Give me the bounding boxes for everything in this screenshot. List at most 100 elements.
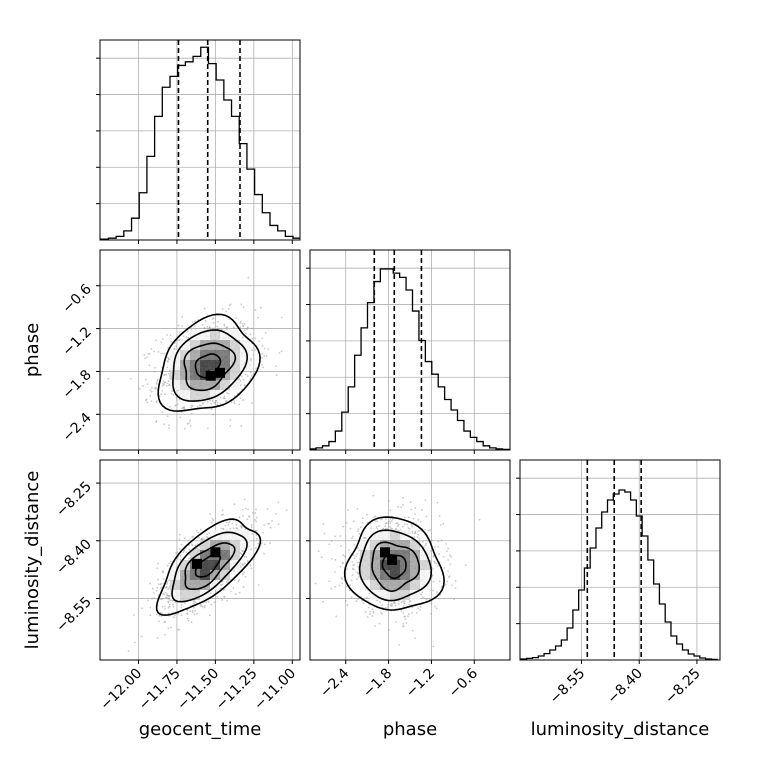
pair-geocent_time-phase-cell-200-370 <box>200 370 210 380</box>
pair-geocent_time-phase-point-669 <box>239 320 242 323</box>
pair-geocent_time-phase-point-437 <box>183 427 186 430</box>
hist-luminosity_distance-xtick-label-0: −8.55 <box>547 666 589 708</box>
pair-phase-luminosity_distance-point-117 <box>378 622 381 625</box>
pair-phase-luminosity_distance-point-677 <box>411 606 414 609</box>
pair-geocent_time-phase-point-979 <box>129 377 132 380</box>
pair-phase-luminosity_distance-mode-0 <box>380 547 390 558</box>
pair-phase-luminosity_distance-point-436 <box>367 606 370 609</box>
pair-geocent_time-luminosity_distance-point-167 <box>127 650 130 652</box>
pair-phase-luminosity_distance-cell-380-560 <box>380 560 390 570</box>
pair-geocent_time-luminosity_distance-cell-230-530 <box>230 530 240 540</box>
pair-geocent_time-luminosity_distance-point-665 <box>249 564 252 567</box>
pair-phase-luminosity_distance-point-1094 <box>434 605 436 608</box>
pair-geocent_time-phase-point-284 <box>154 366 156 369</box>
pair-geocent_time-luminosity_distance-point-343 <box>240 524 243 527</box>
pair-geocent_time-luminosity_distance-point-697 <box>174 614 177 617</box>
pair-phase-luminosity_distance-point-392 <box>379 601 381 603</box>
pair-phase-luminosity_distance-point-257 <box>342 554 345 556</box>
pair-geocent_time-luminosity_distance-point-487 <box>243 571 246 574</box>
pair-geocent_time-luminosity_distance-point-154 <box>161 605 164 608</box>
pair-geocent_time-phase-point-855 <box>167 346 169 349</box>
pair-geocent_time-luminosity_distance-point-975 <box>190 621 193 623</box>
pair-phase-luminosity_distance-point-1070 <box>416 536 419 538</box>
pair-phase-luminosity_distance-cell-410-560 <box>410 560 420 570</box>
pair-geocent_time-phase-point-270 <box>245 332 248 335</box>
pair-geocent_time-phase-point-178 <box>191 405 194 408</box>
pair-geocent_time-phase-point-936 <box>210 402 213 405</box>
pair-geocent_time-phase-point-163 <box>232 326 235 329</box>
pair-geocent_time-phase-point-589 <box>244 373 247 376</box>
pair-geocent_time-luminosity_distance-point-339 <box>172 616 175 619</box>
pair-phase-luminosity_distance-point-223 <box>419 605 422 608</box>
pair-geocent_time-phase-point-689 <box>240 425 243 428</box>
pair-phase-luminosity_distance-cell-420-580 <box>420 580 430 590</box>
pair-phase-luminosity_distance-point-1086 <box>339 535 342 537</box>
pair-geocent_time-luminosity_distance-point-829 <box>251 512 254 514</box>
pair-phase-luminosity_distance-point-740 <box>424 528 427 531</box>
pair-geocent_time-phase-cell-230-360 <box>230 360 240 370</box>
pair-phase-luminosity_distance-point-25 <box>353 557 356 560</box>
pair-geocent_time-luminosity_distance-cell-190-580 <box>190 580 200 590</box>
pair-geocent_time-phase-point-370 <box>239 326 242 329</box>
pair-geocent_time-luminosity_distance-point-688 <box>209 513 211 515</box>
pair-phase-luminosity_distance-point-1097 <box>417 533 420 536</box>
pair-geocent_time-phase-point-953 <box>163 373 166 376</box>
pair-geocent_time-luminosity_distance-point-848 <box>168 605 171 608</box>
pair-geocent_time-luminosity_distance-point-111 <box>203 606 206 609</box>
pair-phase-luminosity_distance-point-385 <box>405 622 408 624</box>
pair-phase-luminosity_distance-point-1079 <box>361 521 364 524</box>
pair-geocent_time-phase-point-1016 <box>241 375 243 378</box>
pair-phase-luminosity_distance-point-1033 <box>419 520 422 523</box>
pair-geocent_time-luminosity_distance-point-470 <box>185 551 188 554</box>
pair-geocent_time-luminosity_distance-point-1097 <box>166 580 169 583</box>
pair-phase-luminosity_distance-point-674 <box>357 530 359 533</box>
pair-geocent_time-phase-cell-210-380 <box>210 380 220 390</box>
pair-geocent_time-phase-point-787 <box>262 366 264 369</box>
pair-geocent_time-luminosity_distance-cell-230-550 <box>230 550 240 560</box>
pair-geocent_time-phase-point-1096 <box>168 358 170 360</box>
pair-geocent_time-luminosity_distance-point-203 <box>163 633 166 636</box>
pair-geocent_time-phase-cell-240-350 <box>240 350 250 360</box>
pair-geocent_time-phase-point-532 <box>162 338 164 340</box>
pair-geocent_time-luminosity_distance-point-958 <box>254 547 257 549</box>
pair-phase-luminosity_distance-contour-2 <box>358 529 433 602</box>
pair-phase-luminosity_distance-point-924 <box>378 525 380 527</box>
pair-phase-luminosity_distance-cell-380-530 <box>380 530 390 540</box>
pair-geocent_time-luminosity_distance-point-1079 <box>165 586 168 588</box>
pair-geocent_time-phase-point-189 <box>146 356 148 359</box>
pair-geocent_time-luminosity_distance-point-524 <box>160 598 163 600</box>
pair-geocent_time-luminosity_distance-point-612 <box>133 614 135 616</box>
pair-phase-luminosity_distance-cell-360-550 <box>360 550 370 560</box>
pair-phase-luminosity_distance-point-761 <box>411 532 414 535</box>
pair-geocent_time-phase-point-1056 <box>191 321 194 323</box>
pair-geocent_time-phase-point-347 <box>254 308 257 311</box>
pair-phase-luminosity_distance-cell-400-560 <box>400 560 410 570</box>
pair-phase-luminosity_distance-point-254 <box>388 525 391 528</box>
pair-geocent_time-luminosity_distance-point-251 <box>263 552 265 555</box>
pair-geocent_time-luminosity_distance-point-519 <box>247 508 250 511</box>
pair-phase-luminosity_distance-point-880 <box>334 535 337 538</box>
pair-geocent_time-phase-point-771 <box>181 316 184 318</box>
pair-phase-luminosity_distance-point-953 <box>409 599 412 602</box>
pair-geocent_time-phase-point-1036 <box>233 395 236 398</box>
pair-geocent_time-phase-point-599 <box>280 350 283 353</box>
pair-phase-luminosity_distance-point-651 <box>430 602 433 605</box>
hist-luminosity_distance-xtick-label-1: −8.40 <box>604 666 646 708</box>
pair-geocent_time-luminosity_distance-point-1042 <box>140 635 143 638</box>
pair-geocent_time-luminosity_distance-point-426 <box>243 562 246 565</box>
pair-geocent_time-luminosity_distance-point-929 <box>266 508 269 510</box>
pair-geocent_time-phase-point-643 <box>148 364 151 367</box>
pair-geocent_time-phase-point-412 <box>235 317 238 319</box>
pair-phase-luminosity_distance-point-92 <box>424 499 427 502</box>
pair-geocent_time-luminosity_distance-point-796 <box>177 628 180 631</box>
pair-phase-luminosity_distance-point-1029 <box>422 540 424 543</box>
pair-geocent_time-luminosity_distance-point-219 <box>254 512 257 514</box>
pair-geocent_time-phase-ytick-label-2: −1.2 <box>59 324 94 359</box>
pair-geocent_time-luminosity_distance-point-1099 <box>222 528 225 531</box>
pair-phase-luminosity_distance-point-1067 <box>366 521 369 524</box>
pair-geocent_time-luminosity_distance-point-878 <box>263 543 266 546</box>
pair-geocent_time-phase-cell-220-360 <box>220 360 230 370</box>
pair-geocent_time-luminosity_distance-point-1089 <box>149 606 152 609</box>
pair-geocent_time-phase-point-957 <box>212 327 215 330</box>
pair-geocent_time-luminosity_distance-point-819 <box>271 519 273 522</box>
